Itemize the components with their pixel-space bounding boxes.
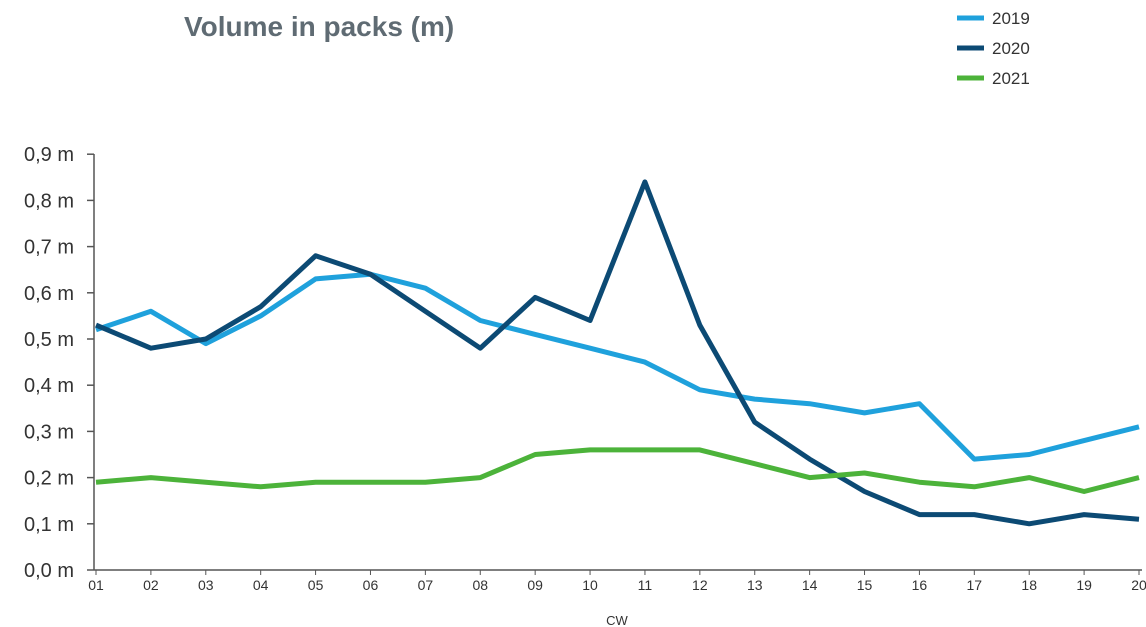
x-tick-label: 19 [1076,577,1092,593]
y-tick-label: 0,8 m [24,190,74,212]
y-tick-label: 0,5 m [24,329,74,351]
x-tick-label: 15 [857,577,873,593]
x-tick-label: 06 [363,577,379,593]
x-tick-label: 13 [747,577,763,593]
x-tick-label: 10 [582,577,598,593]
legend-label-2019: 2019 [992,9,1030,28]
y-tick-label: 0,6 m [24,283,74,305]
x-tick-label: 12 [692,577,708,593]
x-tick-label: 16 [912,577,928,593]
x-tick-label: 08 [472,577,488,593]
y-tick-label: 0,1 m [24,514,74,536]
x-tick-label: 03 [198,577,214,593]
y-tick-label: 0,7 m [24,237,74,259]
y-tick-label: 0,4 m [24,375,74,397]
y-ticks: 0,0 m 0,1 m 0,2 m 0,3 m 0,4 m 0,5 m 0,6 m 0,7 m… [24,144,94,582]
x-tick-label: 20 [1131,577,1146,593]
x-tick-label: 14 [802,577,818,593]
x-tick-label: 05 [308,577,324,593]
y-tick-label: 0,3 m [24,421,74,443]
y-tick-label: 0,2 m [24,468,74,490]
x-tick-label: 07 [418,577,434,593]
x-ticks: 01 02 03 04 05 06 07 08 09 10 11 12 13 14 15 16 17 18 19 20 [88,570,1146,593]
x-axis-label: CW [606,613,628,627]
legend: 2019 2020 2021 [957,9,1030,88]
series-line-2020 [95,179,1140,527]
series-line-2021 [95,447,1140,494]
y-tick-label: 0,9 m [24,144,74,166]
x-tick-label: 11 [638,577,653,593]
x-tick-label: 04 [253,577,269,593]
x-tick-label: 02 [143,577,159,593]
legend-label-2020: 2020 [992,39,1030,58]
legend-label-2021: 2021 [992,69,1030,88]
series-line-2019 [95,271,1140,462]
y-tick-label: 0,0 m [24,560,74,582]
x-tick-label: 17 [967,577,983,593]
axes: 0,0 m 0,1 m 0,2 m 0,3 m 0,4 m 0,5 m 0,6 m 0,7 m… [24,144,1146,593]
chart-title: Volume in packs (m) [184,11,454,42]
x-tick-label: 01 [88,577,104,593]
series-lines [95,179,1140,527]
x-tick-label: 09 [527,577,543,593]
x-tick-label: 18 [1021,577,1037,593]
